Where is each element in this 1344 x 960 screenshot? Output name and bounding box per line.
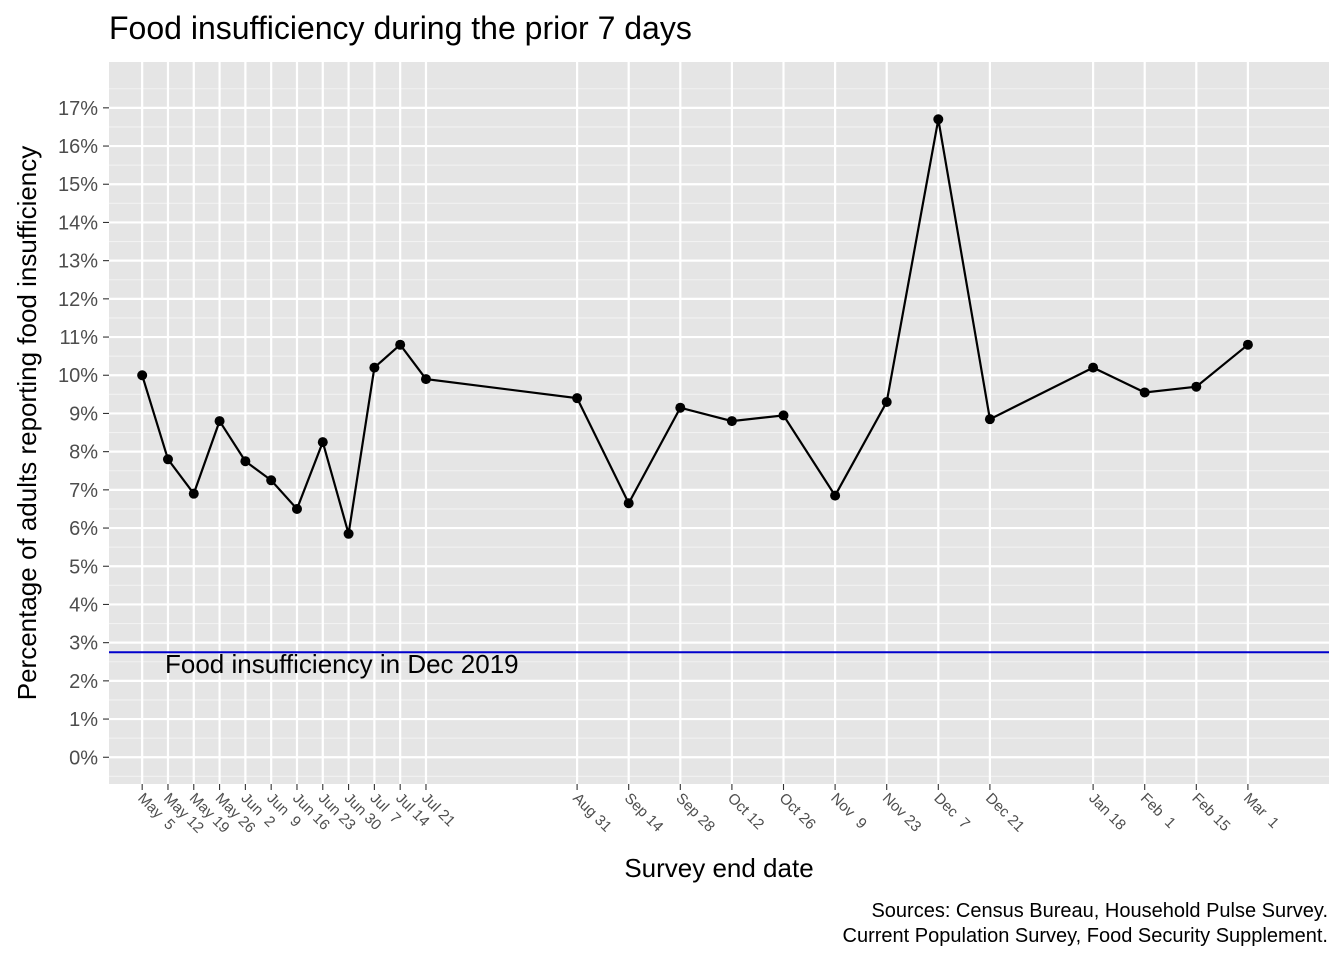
data-point xyxy=(726,416,737,427)
y-tick-label: 14% xyxy=(58,212,98,234)
x-tick-label: Sep 28 xyxy=(672,790,718,836)
y-tick-label: 3% xyxy=(69,633,98,655)
data-point xyxy=(137,370,148,381)
data-point xyxy=(369,362,380,373)
chart-title: Food insufficiency during the prior 7 da… xyxy=(109,10,692,46)
caption-line-1: Sources: Census Bureau, Household Pulse … xyxy=(871,900,1328,922)
x-tick-label: Nov 9 xyxy=(827,790,870,833)
data-point xyxy=(395,339,406,350)
x-tick-label: Feb 15 xyxy=(1188,790,1233,835)
y-tick-label: 5% xyxy=(69,556,98,578)
plot-panel xyxy=(109,62,1329,784)
data-point xyxy=(830,490,841,501)
x-tick-label: Dec 7 xyxy=(930,790,973,833)
y-tick-label: 10% xyxy=(58,365,98,387)
data-point xyxy=(1139,387,1150,398)
data-point xyxy=(675,402,686,413)
x-tick-label: Dec 21 xyxy=(982,790,1028,836)
data-point xyxy=(343,528,354,539)
y-tick-label: 6% xyxy=(69,518,98,540)
data-points xyxy=(137,114,1253,539)
data-point xyxy=(420,374,431,385)
x-tick-label: Oct 26 xyxy=(776,790,819,833)
y-tick-label: 16% xyxy=(58,136,98,158)
x-tick-label: Nov 23 xyxy=(879,790,925,836)
data-point xyxy=(1242,339,1253,350)
data-point xyxy=(214,416,225,427)
data-point xyxy=(623,498,634,509)
data-point xyxy=(317,437,328,448)
y-axis: 0% 1% 2% 3% 4% 5% 6% 7% 8% 9% 10% 11% 12% 13% 14% 15% 16… xyxy=(58,98,109,769)
y-tick-label: 2% xyxy=(69,671,98,693)
y-tick-label: 11% xyxy=(59,327,98,349)
data-point xyxy=(572,393,583,404)
data-point xyxy=(1088,362,1099,373)
caption-line-2: Current Population Survey, Food Security… xyxy=(843,925,1328,947)
y-tick-label: 0% xyxy=(69,747,98,769)
x-axis-title: Survey end date xyxy=(624,853,813,883)
data-point xyxy=(162,454,173,465)
y-tick-label: 13% xyxy=(58,251,98,273)
y-tick-label: 1% xyxy=(69,709,98,731)
y-tick-label: 8% xyxy=(69,442,98,464)
data-point xyxy=(881,396,892,407)
y-tick-label: 7% xyxy=(69,480,98,502)
y-tick-label: 12% xyxy=(58,289,98,311)
major-gridlines xyxy=(109,62,1329,784)
x-tick-label: Sep 14 xyxy=(621,790,667,836)
x-tick-label: Aug 31 xyxy=(569,790,615,836)
data-point xyxy=(984,414,995,425)
data-point xyxy=(933,114,944,125)
data-point xyxy=(291,503,302,514)
data-point xyxy=(778,410,789,421)
y-tick-label: 9% xyxy=(69,403,98,425)
x-tick-label: Mar 1 xyxy=(1240,790,1282,832)
y-tick-label: 17% xyxy=(58,98,98,120)
data-point xyxy=(240,456,251,467)
y-tick-label: 4% xyxy=(69,594,98,616)
x-tick-label: Oct 12 xyxy=(724,790,767,833)
x-tick-label: Jan 18 xyxy=(1085,790,1129,834)
data-point xyxy=(1191,381,1202,392)
x-tick-label: Feb 1 xyxy=(1137,790,1179,832)
reference-line-label: Food insufficiency in Dec 2019 xyxy=(165,649,519,679)
data-point xyxy=(266,475,277,486)
data-point xyxy=(188,488,199,499)
y-tick-label: 15% xyxy=(58,174,98,196)
y-axis-title: Percentage of adults reporting food insu… xyxy=(12,146,42,701)
